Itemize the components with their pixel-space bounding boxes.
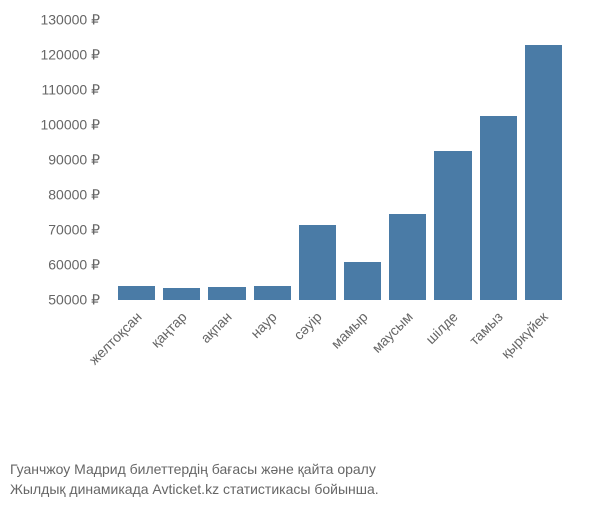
y-axis: 50000 ₽60000 ₽70000 ₽80000 ₽90000 ₽10000…: [20, 20, 100, 300]
bar-chart: 50000 ₽ 60000 ₽ 70000 ₽ 80000 ₽ 90000 ₽ 10000…: [20, 20, 580, 370]
x-label-wrap: ақпан: [208, 305, 245, 385]
x-label-wrap: желтоқсан: [118, 305, 155, 385]
bar: [480, 116, 517, 300]
y-tick-label: 50000 ₽: [20, 292, 100, 309]
bar: [525, 45, 562, 301]
x-label-wrap: наур: [254, 305, 291, 385]
bar: [299, 225, 336, 300]
y-tick-label: 90000 ₽: [20, 152, 100, 169]
y-tick-label: 130000 ₽: [20, 12, 100, 29]
caption-line-1: Гуанчжоу Мадрид билеттердің бағасы және …: [10, 460, 379, 480]
chart-caption: Гуанчжоу Мадрид билеттердің бағасы және …: [10, 460, 379, 499]
y-tick-label: 120000 ₽: [20, 47, 100, 64]
plot-area: [110, 20, 570, 300]
y-tick-label: 110000 ₽: [20, 82, 100, 99]
x-label-wrap: маусым: [389, 305, 426, 385]
x-label-wrap: қаңтар: [163, 305, 200, 385]
y-tick-label: 60000 ₽: [20, 257, 100, 274]
caption-line-2: Жылдық динамикада Avticket.kz статистика…: [10, 480, 379, 500]
y-tick-label: 70000 ₽: [20, 222, 100, 239]
x-label-wrap: шілде: [434, 305, 471, 385]
y-tick-label: 100000 ₽: [20, 117, 100, 134]
x-axis: желтоқсанқаңтарақпаннаурсәуірмамырмаусым…: [110, 305, 570, 385]
x-label-wrap: сәуір: [299, 305, 336, 385]
y-tick-label: 80000 ₽: [20, 187, 100, 204]
x-label-wrap: қыркүйек: [525, 305, 562, 385]
